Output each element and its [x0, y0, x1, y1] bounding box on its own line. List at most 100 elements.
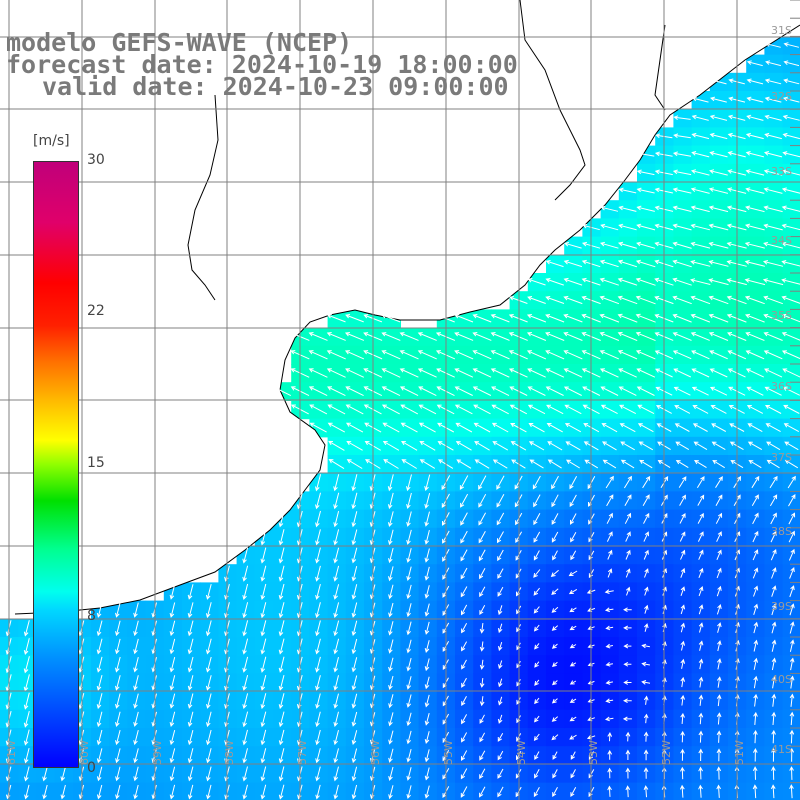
wind-arrow	[551, 734, 559, 741]
wind-arrow	[333, 584, 340, 600]
wind-arrow	[309, 404, 328, 415]
wind-arrow	[479, 732, 486, 743]
colorbar-tick-15: 15	[87, 455, 105, 471]
wind-arrow	[691, 114, 709, 121]
wind-arrow	[771, 711, 777, 726]
wind-arrow	[617, 259, 638, 268]
wind-arrow	[636, 205, 655, 212]
wind-arrow	[23, 656, 30, 674]
wind-arrow	[460, 530, 468, 544]
wind-arrow	[478, 475, 487, 490]
wind-arrow	[566, 459, 580, 469]
wind-arrow	[327, 422, 346, 433]
wind-arrow	[278, 565, 285, 582]
wind-arrow	[242, 748, 248, 764]
wind-arrow	[333, 711, 339, 728]
wind-arrow	[388, 639, 394, 654]
wind-arrow	[187, 766, 194, 782]
wind-arrow	[551, 716, 559, 722]
wind-arrow	[472, 350, 492, 360]
wind-arrow	[327, 386, 346, 397]
wind-arrow	[455, 422, 473, 433]
wind-arrow	[745, 151, 765, 158]
lat-label: 40S	[771, 673, 792, 686]
wind-arrow	[675, 460, 689, 469]
wind-arrow	[454, 350, 474, 360]
wind-arrow	[789, 603, 795, 616]
wind-arrow	[351, 784, 358, 800]
lat-label: 31S	[771, 24, 792, 37]
wind-arrow	[697, 531, 704, 542]
wind-arrow	[781, 295, 800, 304]
wind-arrow	[381, 332, 401, 341]
wind-arrow	[424, 767, 430, 781]
wind-arrow	[388, 694, 394, 709]
wind-arrow	[563, 350, 583, 360]
wind-arrow	[115, 675, 121, 691]
wind-arrow	[698, 604, 704, 615]
wind-arrow	[527, 278, 546, 286]
wind-arrow	[744, 223, 765, 231]
wind-arrow	[60, 784, 66, 800]
wind-arrow	[388, 730, 394, 745]
wind-arrow	[569, 734, 577, 740]
wind-arrow	[545, 278, 564, 286]
wind-arrow	[551, 606, 559, 613]
wind-arrow	[351, 492, 358, 510]
wind-arrow	[345, 404, 364, 415]
wind-arrow	[461, 696, 467, 707]
wind-arrow	[789, 639, 795, 652]
wind-arrow	[642, 494, 650, 507]
wind-arrow	[497, 750, 504, 761]
wind-arrow	[333, 693, 339, 709]
wind-arrow	[782, 169, 800, 176]
wind-arrow	[690, 295, 711, 305]
wind-arrow	[552, 680, 558, 686]
wind-arrow	[600, 404, 618, 415]
wind-arrow	[643, 785, 649, 798]
wind-arrow	[424, 785, 430, 799]
wind-arrow	[388, 785, 394, 800]
wind-arrow	[763, 187, 783, 194]
wind-arrow	[387, 511, 394, 527]
wind-arrow	[406, 639, 412, 654]
wind-arrow	[387, 492, 394, 510]
wind-arrow	[533, 733, 540, 742]
wind-arrow	[461, 714, 468, 725]
wind-arrow	[637, 423, 654, 433]
wind-arrow	[96, 620, 103, 637]
wind-arrow	[496, 475, 505, 490]
wind-arrow	[698, 694, 704, 706]
wind-arrow	[771, 747, 776, 762]
wind-arrow	[497, 586, 504, 597]
wind-arrow	[23, 638, 30, 656]
wind-arrow	[417, 368, 437, 378]
wind-arrow	[315, 583, 321, 600]
wind-arrow	[472, 332, 492, 341]
wind-arrow	[382, 422, 400, 433]
wind-arrow	[497, 605, 503, 616]
wind-arrow	[620, 441, 635, 451]
wind-arrow	[401, 459, 417, 469]
wind-arrow	[746, 78, 764, 85]
wind-arrow	[533, 512, 541, 526]
colorbar-tick-30: 30	[87, 152, 105, 168]
wind-arrow	[643, 695, 649, 705]
wind-arrow	[604, 607, 614, 613]
wind-arrow	[333, 492, 340, 510]
wind-arrow	[545, 386, 564, 396]
wind-arrow	[133, 693, 139, 709]
wind-arrow	[641, 643, 650, 649]
wind-arrow	[708, 332, 729, 341]
wind-arrow	[753, 621, 759, 634]
wind-arrow	[315, 565, 321, 582]
wind-arrow	[635, 259, 656, 268]
wind-arrow	[570, 787, 577, 798]
wind-arrow	[315, 784, 321, 800]
wind-arrow	[672, 169, 692, 176]
wind-arrow	[473, 422, 491, 433]
wind-arrow	[746, 96, 764, 103]
wind-arrow	[24, 766, 30, 782]
wind-arrow	[388, 547, 394, 564]
wind-arrow	[781, 350, 800, 360]
